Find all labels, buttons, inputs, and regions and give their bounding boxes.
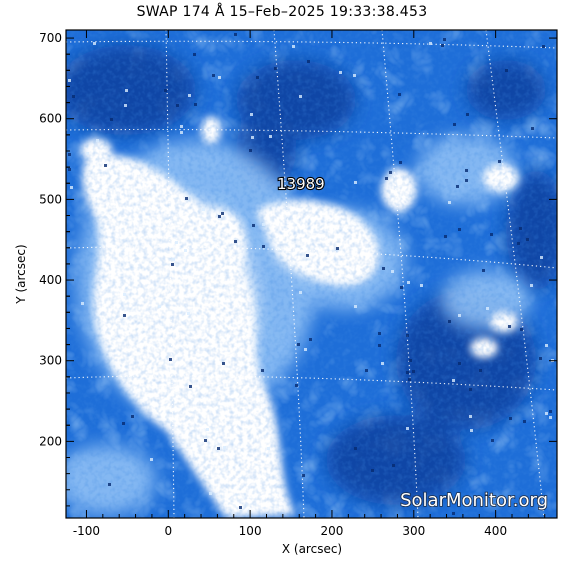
x-axis: -100 0 100 200 300 400	[73, 30, 546, 538]
solarmonitor-watermark: SolarMonitor.org	[400, 490, 548, 511]
active-region-label: 13989	[277, 175, 325, 193]
y-tick-label: 400	[39, 273, 62, 287]
y-tick-label: 600	[39, 112, 62, 126]
pixel-specks	[68, 33, 554, 515]
solar-image	[66, 30, 557, 518]
y-axis-label: Y (arcsec)	[14, 244, 28, 304]
x-axis-label: X (arcsec)	[282, 542, 342, 556]
x-tick-label: -100	[73, 524, 100, 538]
x-tick-label: 100	[239, 524, 262, 538]
x-tick-label: 300	[402, 524, 425, 538]
y-axis: 200 300 400 500 600 700	[39, 31, 557, 507]
y-tick-label: 300	[39, 354, 62, 368]
x-tick-label: 400	[484, 524, 507, 538]
image-title: SWAP 174 Å 15–Feb–2025 19:33:38.453	[136, 4, 428, 20]
y-tick-label: 200	[39, 434, 62, 448]
x-tick-label: 0	[164, 524, 172, 538]
y-tick-label: 500	[39, 192, 62, 206]
x-tick-label: 200	[321, 524, 344, 538]
y-tick-label: 700	[39, 31, 62, 45]
plot-frame	[65, 29, 558, 519]
